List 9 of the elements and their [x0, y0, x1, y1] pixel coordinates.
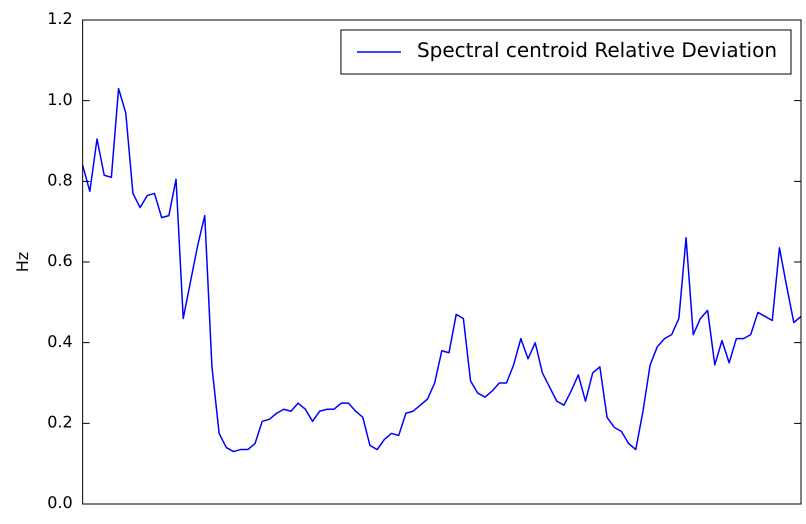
y-axis-title: Hz	[12, 252, 32, 272]
legend-label: Spectral centroid Relative Deviation	[416, 38, 778, 62]
y-tick-label: 0.0	[47, 493, 73, 512]
y-tick-label: 0.2	[47, 412, 73, 432]
y-tick-label: 0.6	[47, 251, 73, 270]
y-tick-label: 0.4	[47, 332, 73, 351]
y-tick-label: 1.2	[47, 9, 73, 28]
y-tick-label: 0.8	[47, 170, 73, 190]
y-tick-label: 1.0	[47, 90, 73, 109]
